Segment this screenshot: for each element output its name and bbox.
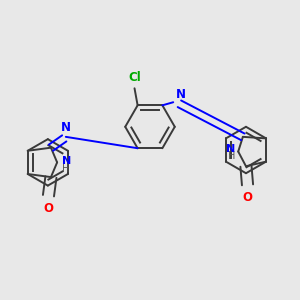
Text: N: N — [61, 122, 71, 134]
Text: N: N — [176, 88, 186, 101]
Text: N: N — [62, 156, 71, 166]
Text: H: H — [62, 164, 69, 174]
Text: O: O — [242, 191, 253, 204]
Text: O: O — [44, 202, 53, 215]
Text: Cl: Cl — [128, 71, 141, 84]
Text: H: H — [228, 151, 235, 161]
Text: N: N — [226, 144, 235, 154]
